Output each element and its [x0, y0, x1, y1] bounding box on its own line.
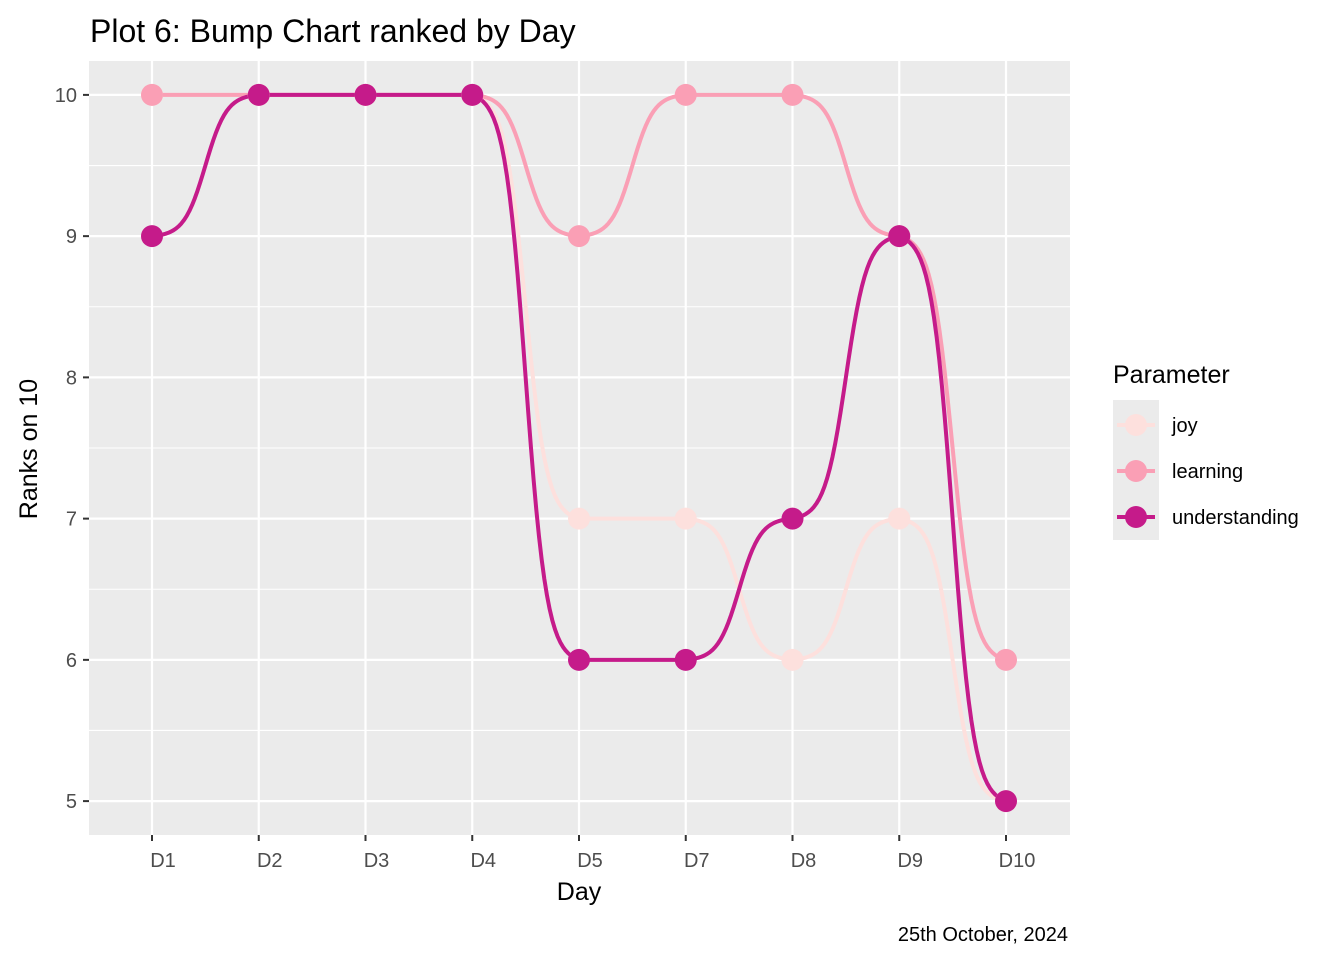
x-tick-label: D3 — [364, 850, 390, 872]
y-tick-label: 9 — [66, 226, 77, 248]
x-axis-ticks: D1 D2 D3 D4 D5 D7 D8 D9 D10 — [150, 835, 1035, 872]
y-axis-ticks: 5 6 7 8 9 10 — [55, 85, 89, 813]
legend-key-point — [1125, 460, 1147, 482]
point-learning — [674, 83, 697, 106]
x-tick-label: D2 — [257, 850, 283, 872]
point-joy — [674, 507, 697, 530]
y-tick-label: 5 — [66, 791, 77, 813]
legend-label: joy — [1171, 415, 1198, 437]
x-tick-label: D5 — [577, 850, 603, 872]
x-tick-label: D9 — [897, 850, 923, 872]
point-joy — [781, 648, 804, 671]
x-axis-title: Day — [557, 878, 602, 906]
chart-caption: 25th October, 2024 — [898, 924, 1068, 946]
x-tick-label: D4 — [470, 850, 496, 872]
legend-label: understanding — [1172, 507, 1299, 529]
point-understanding — [568, 648, 590, 671]
y-axis-title: Ranks on 10 — [15, 379, 43, 519]
point-learning — [995, 648, 1017, 671]
point-understanding — [141, 225, 163, 248]
legend-items: joy learning understanding — [1113, 400, 1299, 540]
point-understanding — [674, 648, 697, 671]
y-tick-label: 6 — [66, 650, 77, 672]
point-understanding — [888, 225, 911, 248]
series-points — [141, 83, 1017, 813]
legend-key-point — [1125, 506, 1147, 528]
point-joy — [568, 507, 590, 530]
point-understanding — [461, 83, 484, 106]
point-understanding — [247, 83, 270, 106]
legend: Parameter joy learning understanding — [1113, 361, 1299, 540]
legend-title: Parameter — [1113, 361, 1230, 389]
point-joy — [888, 507, 911, 530]
y-tick-label: 7 — [66, 509, 77, 531]
point-learning — [568, 225, 590, 248]
chart-title: Plot 6: Bump Chart ranked by Day — [90, 13, 576, 49]
x-tick-label: D1 — [150, 850, 176, 872]
x-tick-label: D8 — [791, 850, 817, 872]
point-understanding — [995, 790, 1017, 813]
legend-key-point — [1125, 414, 1147, 436]
legend-label: learning — [1172, 461, 1243, 483]
point-understanding — [781, 507, 804, 530]
y-tick-label: 10 — [55, 85, 77, 107]
point-understanding — [354, 83, 377, 106]
point-learning — [781, 83, 804, 106]
point-learning — [141, 83, 163, 106]
x-tick-label: D10 — [999, 850, 1036, 872]
x-tick-label: D7 — [684, 850, 710, 872]
y-tick-label: 8 — [66, 367, 77, 389]
